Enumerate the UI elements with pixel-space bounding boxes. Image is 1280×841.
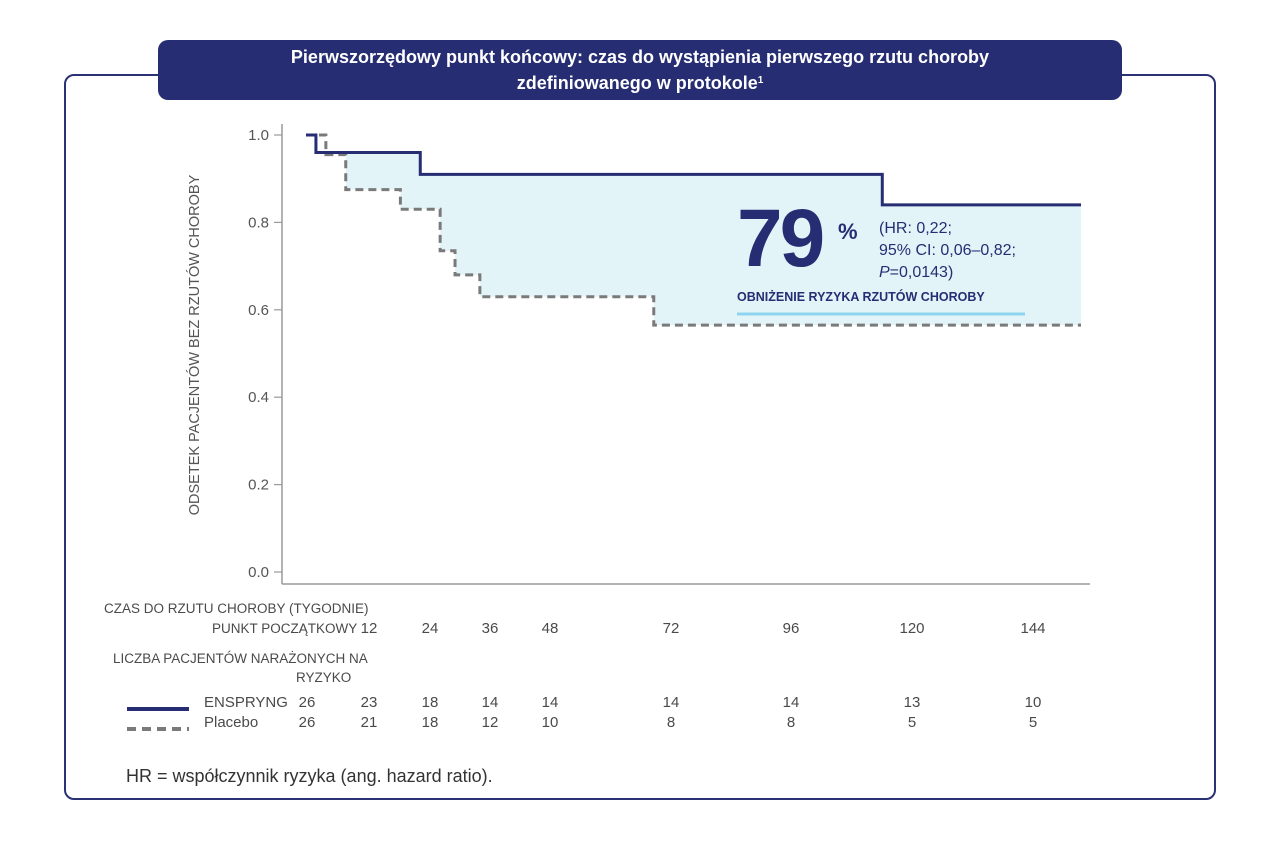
placebo-count: 18 bbox=[421, 714, 439, 731]
callout-percent: % bbox=[838, 219, 858, 244]
chart-title-line2-wrap: zdefiniowanego w protokole1 bbox=[158, 70, 1122, 96]
enspryng-count: 18 bbox=[421, 694, 439, 711]
enspryng-count: 13 bbox=[903, 694, 921, 711]
series-layer bbox=[306, 133, 1081, 327]
axes: 0.0 0.2 0.4 0.6 0.8 1.0 bbox=[248, 124, 1090, 585]
shaded-area-layer bbox=[325, 152, 1081, 326]
enspryng-count: 26 bbox=[298, 694, 316, 711]
risk-label-line1: LICZBA PACJENTÓW NARAŻONYCH NA bbox=[113, 651, 368, 666]
y-tick-label: 0.2 bbox=[248, 477, 269, 494]
time-tick-label: 48 bbox=[541, 620, 559, 637]
time-tick-label: 144 bbox=[1020, 620, 1046, 637]
callout-label: OBNIŻENIE RYZYKA RZUTÓW CHOROBY bbox=[737, 289, 985, 304]
placebo-curve bbox=[306, 133, 1081, 327]
enspryng-count: 23 bbox=[360, 694, 378, 711]
placebo-count: 5 bbox=[1028, 714, 1038, 731]
enspryng-count: 10 bbox=[1024, 694, 1042, 711]
y-tick-label: 0.6 bbox=[248, 302, 269, 319]
placebo-count: 5 bbox=[907, 714, 917, 731]
callout: 79 % (HR: 0,22; 95% CI: 0,06–0,82; P=0,0… bbox=[737, 193, 1025, 316]
time-tick-label: 36 bbox=[481, 620, 499, 637]
enspryng-count: 14 bbox=[541, 694, 559, 711]
placebo-count: 8 bbox=[786, 714, 796, 731]
placebo-count: 12 bbox=[481, 714, 499, 731]
chart-title-line1: Pierwszorzędowy punkt końcowy: czas do w… bbox=[290, 47, 990, 67]
legend-swatches bbox=[127, 707, 189, 731]
callout-p-letter: P bbox=[879, 264, 890, 281]
placebo-count: 21 bbox=[360, 714, 378, 731]
placebo-legend-label: Placebo bbox=[204, 714, 259, 731]
baseline-label: PUNKT POCZĄTKOWY bbox=[212, 621, 358, 636]
placebo-count: 26 bbox=[298, 714, 316, 731]
y-tick-label: 0.4 bbox=[248, 389, 269, 406]
enspryng-count: 14 bbox=[782, 694, 800, 711]
time-tick-label: 120 bbox=[899, 620, 925, 637]
enspryng-count: 14 bbox=[481, 694, 499, 711]
chart-title-banner: Pierwszorzędowy punkt końcowy: czas do w… bbox=[158, 40, 1122, 100]
placebo-count: 8 bbox=[666, 714, 676, 731]
y-tick-label: 1.0 bbox=[248, 127, 269, 144]
footnote-ref: 1 bbox=[757, 75, 764, 86]
callout-p-value: =0,0143) bbox=[890, 264, 954, 281]
y-tick-label: 0.0 bbox=[248, 564, 269, 581]
callout-p: P=0,0143) bbox=[879, 264, 953, 281]
risk-difference-shade bbox=[325, 152, 1081, 326]
time-tick-label: 24 bbox=[421, 620, 439, 637]
risk-label-line2: RYZYKO bbox=[296, 670, 352, 685]
enspryng-legend-label: ENSPRYNG bbox=[204, 694, 288, 711]
callout-hr: (HR: 0,22; bbox=[879, 220, 952, 237]
footnote: HR = współczynnik ryzyka (ang. hazard ra… bbox=[126, 766, 493, 786]
time-axis-label: CZAS DO RZUTU CHOROBY (TYGODNIE) bbox=[104, 601, 369, 616]
callout-value: 79 bbox=[737, 193, 823, 284]
placebo-count: 10 bbox=[541, 714, 559, 731]
y-tick-label: 0.8 bbox=[248, 214, 269, 231]
chart-title-line2: zdefiniowanego w protokole bbox=[516, 73, 758, 93]
time-tick-label: 96 bbox=[782, 620, 800, 637]
callout-ci: 95% CI: 0,06–0,82; bbox=[879, 242, 1016, 259]
time-tick-label: 12 bbox=[360, 620, 378, 637]
time-tick-label: 72 bbox=[662, 620, 680, 637]
y-axis-label: ODSETEK PACJENTÓW BEZ RZUTÓW CHOROBY bbox=[186, 174, 203, 515]
enspryng-curve bbox=[306, 133, 1081, 207]
enspryng-count: 14 bbox=[662, 694, 680, 711]
